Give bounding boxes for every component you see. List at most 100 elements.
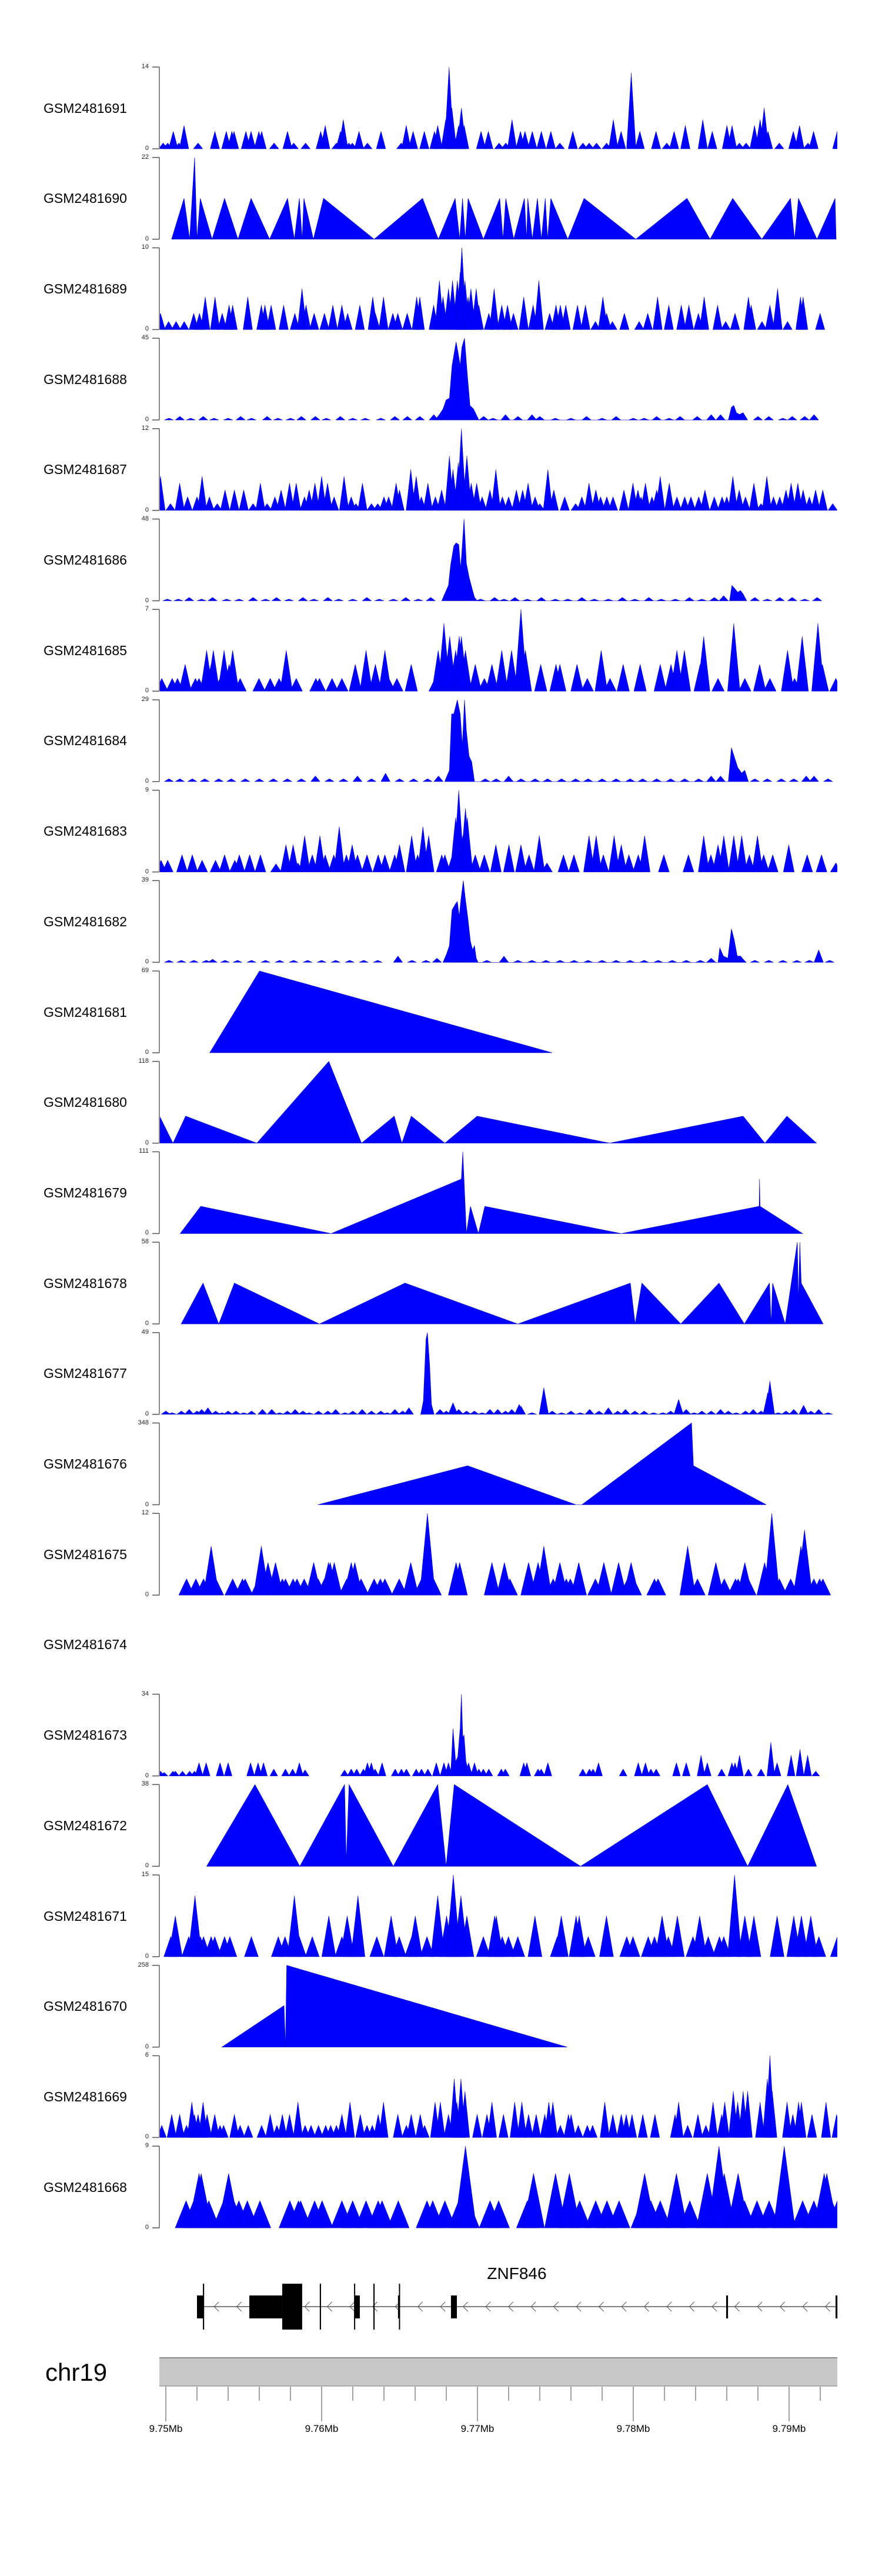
peak <box>497 496 507 511</box>
peak <box>771 1578 788 1596</box>
peak <box>432 1762 440 1776</box>
peak <box>289 960 299 963</box>
peak <box>376 131 386 149</box>
peak <box>171 1771 180 1776</box>
peak <box>680 125 690 149</box>
track-label: GSM2481678 <box>44 1275 127 1291</box>
track-label: GSM2481677 <box>44 1366 127 1382</box>
peak <box>235 2124 245 2138</box>
peak <box>765 1381 775 1415</box>
signal <box>160 248 826 330</box>
peak <box>366 503 377 511</box>
y-tick-label-ymax: 14 <box>141 63 149 70</box>
peak <box>219 2124 229 2138</box>
peak <box>730 312 740 330</box>
peak <box>782 2102 792 2138</box>
peak <box>646 1769 655 1776</box>
peak <box>196 859 208 872</box>
signal <box>163 1874 837 1957</box>
peak <box>548 2102 558 2138</box>
peak <box>510 2102 520 2138</box>
peak <box>320 125 330 149</box>
peak <box>423 1769 432 1776</box>
peak <box>256 2124 267 2138</box>
peak <box>289 142 299 149</box>
peak <box>672 1762 681 1776</box>
peak <box>226 778 237 782</box>
peak <box>309 312 319 330</box>
peak <box>419 131 429 149</box>
peak <box>444 1762 453 1776</box>
peak <box>749 597 760 601</box>
peak <box>515 845 527 872</box>
peak <box>160 312 166 330</box>
peak <box>701 2124 711 2138</box>
peak <box>187 778 198 782</box>
peak <box>489 288 499 330</box>
peak <box>429 414 439 421</box>
peak <box>728 476 738 511</box>
peak <box>248 597 259 601</box>
peak <box>223 418 233 421</box>
exon-utr <box>397 2295 400 2318</box>
peak <box>527 131 537 149</box>
peak <box>537 1769 546 1776</box>
peak <box>634 131 645 149</box>
peak <box>665 2173 688 2228</box>
peak <box>494 142 505 149</box>
peak <box>523 854 535 872</box>
peak <box>460 2091 470 2138</box>
y-tick-label-ymax: 12 <box>141 424 149 432</box>
peak <box>814 949 824 963</box>
peak <box>581 416 592 421</box>
peak <box>408 1916 423 1957</box>
peak <box>436 489 447 511</box>
peak <box>727 125 737 149</box>
peak <box>366 778 377 782</box>
signal-area <box>209 970 553 1053</box>
peak <box>597 418 607 421</box>
peak <box>196 599 206 601</box>
peak <box>756 1410 767 1415</box>
y-tick-label-ymax: 22 <box>141 153 149 161</box>
strand-arrow-icon <box>462 2301 468 2312</box>
peak <box>316 960 327 963</box>
peak <box>507 119 517 149</box>
peak <box>716 1936 731 1957</box>
peak <box>749 778 760 782</box>
peak <box>319 854 331 872</box>
peak <box>755 2102 765 2138</box>
peak <box>184 1409 195 1415</box>
peak <box>806 1410 816 1415</box>
y-tick-label-ymax: 48 <box>141 515 149 522</box>
peak <box>602 496 612 511</box>
peak <box>345 960 355 963</box>
peak <box>350 503 361 511</box>
peak <box>202 2114 212 2138</box>
peak <box>608 835 620 872</box>
peak <box>422 778 433 782</box>
peak <box>321 418 331 421</box>
peak <box>566 2114 576 2138</box>
peak <box>289 678 303 692</box>
peak <box>610 1562 627 1596</box>
y-tick-label-ymax: 9 <box>145 786 149 793</box>
peak <box>620 1409 631 1415</box>
peak <box>335 416 346 421</box>
peak <box>425 1578 442 1596</box>
peak <box>204 496 215 511</box>
chromosome-label: chr19 <box>45 2358 108 2386</box>
y-tick-label-ymin: 0 <box>145 1500 149 1508</box>
peak <box>584 1409 595 1415</box>
peak <box>703 1762 711 1776</box>
peak <box>387 2200 410 2228</box>
peak <box>594 650 608 692</box>
strand-arrow-icon <box>824 2301 830 2312</box>
peak <box>393 845 406 872</box>
peak <box>796 1749 804 1776</box>
peak <box>634 1762 643 1776</box>
strand-arrow-icon <box>304 2301 310 2312</box>
peak <box>470 1762 479 1776</box>
gene-name-label: ZNF846 <box>487 2264 547 2283</box>
peak <box>435 1409 445 1415</box>
